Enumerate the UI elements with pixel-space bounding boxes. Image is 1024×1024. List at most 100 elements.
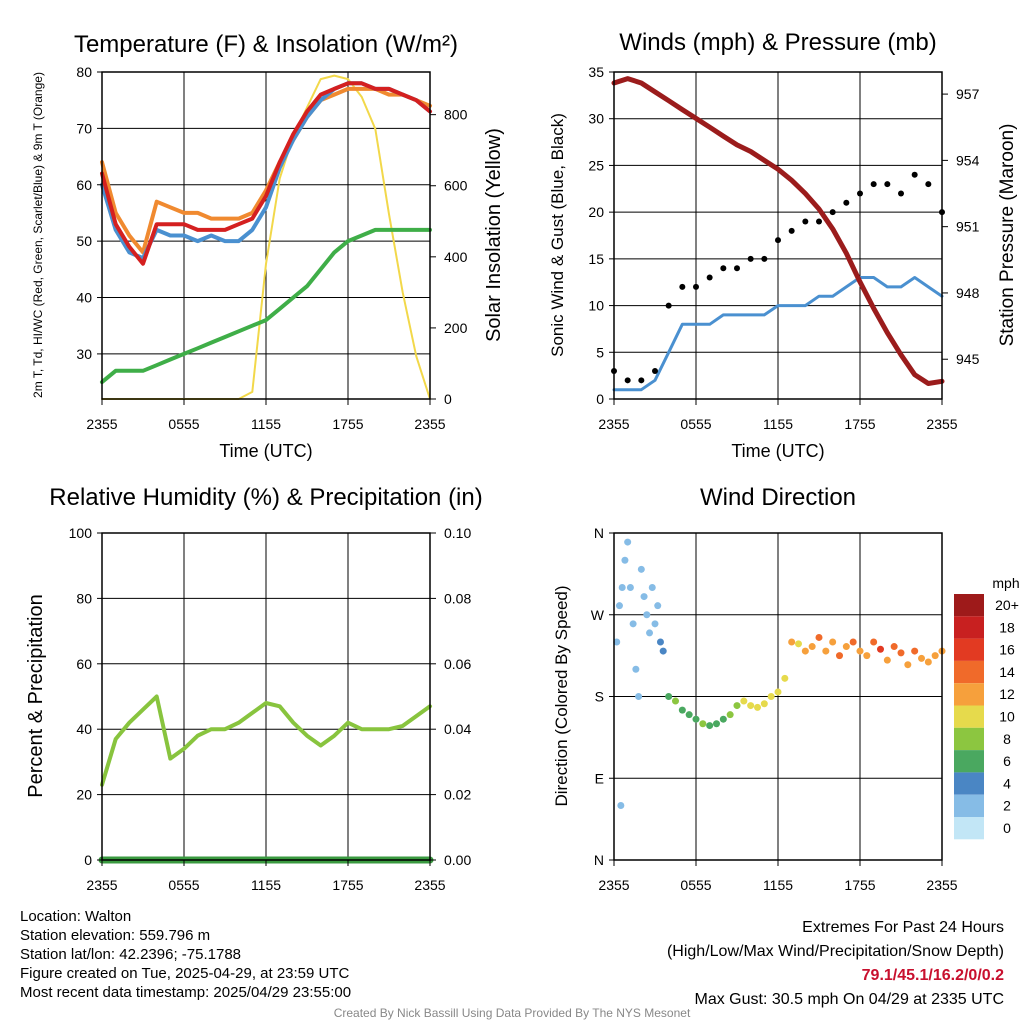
extremes-values: 79.1/45.1/16.2/0/0.2	[861, 967, 1004, 984]
direction-point	[733, 702, 741, 710]
direction-point	[637, 565, 645, 573]
wind-ytick-label: 0	[596, 391, 604, 407]
rh-rtick-label: 0.06	[444, 656, 471, 672]
max-gust-text: Max Gust: 30.5 mph On 04/29 at 2335 UTC	[694, 991, 1005, 1008]
rh-ylabel-left: Percent & Precipitation	[25, 594, 47, 797]
dir-ylabel-left: Direction (Colored By Speed)	[552, 585, 571, 806]
colorbar-label: 16	[999, 642, 1015, 658]
direction-point	[877, 645, 884, 653]
dir-ytick-label: N	[594, 852, 604, 868]
gust-point	[706, 274, 713, 281]
colorbar-swatch	[954, 594, 984, 617]
dir-ytick-label: S	[595, 689, 604, 705]
direction-point	[924, 658, 932, 666]
dir-ticks: N E S W N 2355 0555 1155 1755 2355	[591, 525, 958, 893]
gust-point	[816, 218, 822, 225]
colorbar-label: 4	[1003, 775, 1011, 791]
rh-ytick-label: 100	[69, 525, 93, 541]
direction-point	[635, 693, 643, 700]
wind-rtick-label: 948	[956, 285, 980, 301]
direction-point	[654, 602, 662, 610]
wind-rtick-label: 957	[956, 86, 980, 102]
gust-point	[638, 377, 645, 384]
temp-title: Temperature (F) & Insolation (W/m²)	[74, 31, 458, 58]
colorbar-swatch	[954, 638, 984, 661]
wind-xtick-label: 1155	[763, 416, 793, 432]
gust-point	[884, 181, 891, 188]
temp-ytick-label: 80	[76, 64, 92, 80]
direction-point	[842, 643, 850, 651]
direction-point	[617, 802, 625, 809]
direction-point	[890, 643, 898, 651]
credit-text: Created By Nick Bassill Using Data Provi…	[333, 1006, 691, 1020]
direction-point	[685, 711, 693, 719]
direction-point	[760, 700, 768, 708]
colorbar-label: 10	[999, 709, 1015, 725]
station-info: Location: Walton Station elevation: 559.…	[20, 907, 351, 1002]
rh-rtick-label: 0.02	[444, 787, 471, 803]
colorbar-swatch	[954, 772, 984, 795]
direction-point	[795, 640, 802, 648]
dir-ytick-label: W	[591, 607, 605, 623]
wind-line-sonic	[612, 276, 944, 392]
gust-point	[652, 367, 658, 374]
wind-ytick-label: 20	[588, 204, 604, 220]
colorbar-swatch	[954, 705, 984, 728]
temp-ytick-label: 40	[76, 290, 92, 306]
direction-point	[849, 638, 857, 646]
colorbar-swatch	[954, 794, 984, 817]
wind-series	[611, 76, 945, 392]
colorbar-swatch	[954, 660, 984, 684]
direction-point	[801, 647, 809, 655]
direction-point	[863, 652, 871, 660]
gust-point	[775, 237, 781, 244]
direction-point	[646, 629, 654, 637]
direction-point	[613, 638, 621, 646]
gust-point	[624, 377, 631, 384]
rh-xtick-label: 0555	[168, 877, 199, 893]
dir-ytick-label: N	[594, 525, 604, 541]
direction-point	[883, 656, 891, 664]
direction-point	[808, 643, 816, 651]
direction-point	[699, 720, 707, 728]
gust-point	[898, 190, 904, 197]
wind-ticks: 0 5 10 15 20 25 30 35 2355 0555 1155 1755 2355 945 948…	[588, 64, 979, 432]
rh-ytick-label: 80	[76, 590, 92, 606]
rh-rtick-label: 0.08	[444, 590, 471, 606]
temp-xtick-label: 2355	[86, 416, 117, 432]
direction-point	[626, 584, 634, 591]
direction-point	[822, 647, 830, 655]
direction-point	[621, 556, 629, 564]
colorbar-swatch	[954, 616, 984, 639]
temp-ylabel-right: Solar Insolation (Yellow)	[483, 128, 505, 342]
wind-ylabel-left: Sonic Wind & Gust (Blue, Black)	[548, 113, 567, 357]
temp-rtick-label: 400	[444, 249, 468, 265]
rh-xtick-label: 2355	[414, 877, 445, 893]
wind-ytick-label: 5	[596, 344, 604, 360]
colorbar-label: 12	[999, 686, 1015, 702]
rh-rtick-label: 0.10	[444, 525, 471, 541]
direction-point	[904, 661, 912, 669]
direction-point	[788, 638, 796, 646]
wind-rtick-label: 945	[956, 351, 980, 367]
temp-xlabel: Time (UTC)	[219, 441, 312, 461]
gust-point	[925, 181, 932, 188]
wind-xtick-label: 0555	[680, 416, 711, 432]
gust-point	[802, 218, 809, 225]
gust-point	[843, 199, 850, 206]
gust-point	[693, 283, 699, 290]
rh-line-humidity	[100, 694, 432, 787]
temp-rtick-label: 800	[444, 107, 468, 123]
extremes-subtitle: (High/Low/Max Wind/Precipitation/Snow De…	[666, 943, 1004, 960]
extremes-title: Extremes For Past 24 Hours	[802, 919, 1004, 936]
gust-point	[761, 255, 768, 262]
location-text: Location: Walton	[20, 908, 132, 925]
dir-points	[613, 538, 946, 809]
gust-point	[829, 209, 836, 216]
direction-point	[870, 638, 878, 646]
dir-xtick-label: 1755	[844, 877, 875, 893]
rh-xtick-label: 1155	[251, 877, 281, 893]
temp-panel: Temperature (F) & Insolation (W/m²) 30 40…	[31, 31, 505, 461]
colorbar: 20+ 18 16 14 12 10 8 6 4 2 0	[954, 594, 1019, 840]
dir-grid	[614, 532, 942, 861]
